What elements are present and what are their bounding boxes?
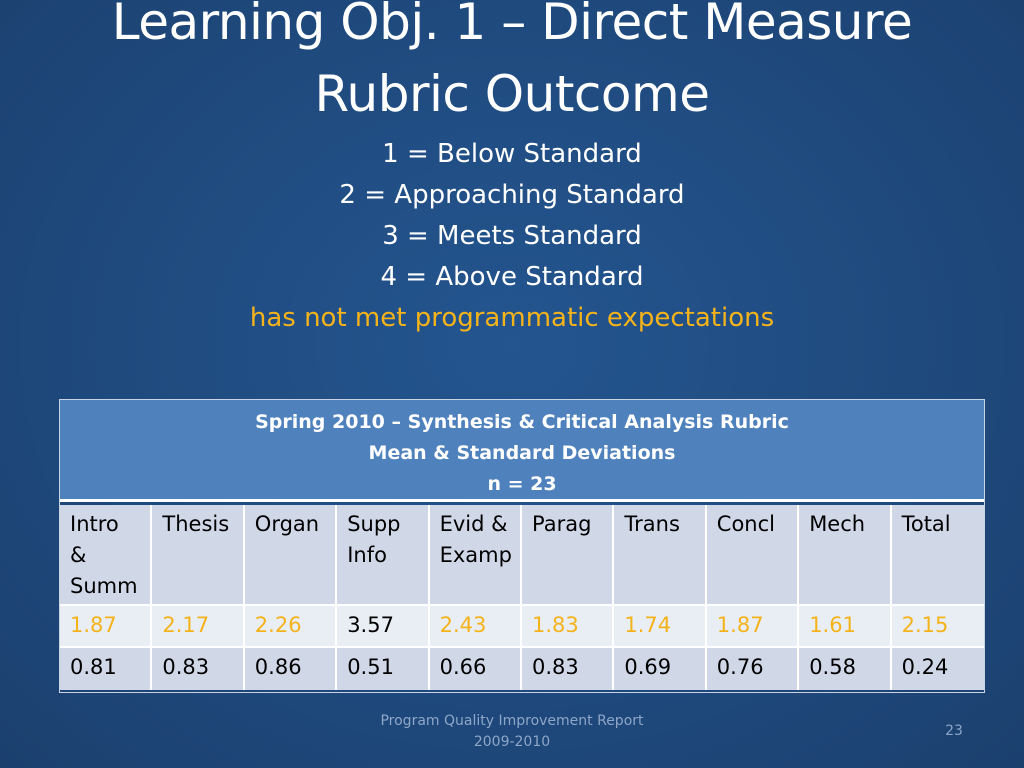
- mean-cell: 2.26: [244, 606, 338, 648]
- mean-cell: 2.17: [152, 606, 245, 648]
- scale-item: 4 = Above Standard: [380, 262, 644, 292]
- std-dev-cell: 0.83: [152, 648, 245, 690]
- footer-report-title: Program Quality Improvement Report 2009-…: [352, 711, 672, 753]
- mean-cell: 1.83: [522, 606, 615, 648]
- std-dev-cell: 0.51: [337, 648, 430, 690]
- expectation-note: has not met programmatic expectations: [249, 303, 775, 333]
- column-header: Parag: [522, 505, 615, 606]
- rubric-header-title: Spring 2010 – Synthesis & Critical Analy…: [255, 411, 789, 433]
- rubric-header-subtitle: Mean & Standard Deviations: [368, 442, 676, 464]
- column-header: Concl: [706, 505, 800, 606]
- scale-item: 2 = Approaching Standard: [339, 180, 685, 210]
- column-header: Trans: [614, 505, 707, 606]
- slide-title: Learning Obj. 1 – Direct Measure Rubric …: [0, 0, 1024, 130]
- scale-item: 3 = Meets Standard: [382, 221, 642, 251]
- rating-scale: 1 = Below Standard 2 = Approaching Stand…: [0, 134, 1024, 339]
- std-dev-cell: 0.76: [706, 648, 800, 690]
- column-header: Total: [891, 505, 984, 606]
- rubric-header-sample-size: n = 23: [487, 473, 557, 495]
- column-header: Evid & Examp: [429, 505, 522, 606]
- std-dev-cell: 0.24: [891, 648, 984, 690]
- column-header: Intro & Summ: [60, 505, 153, 606]
- column-header: Supp Info: [337, 505, 430, 606]
- std-dev-cell: 0.81: [60, 648, 153, 690]
- std-dev-cell: 0.66: [429, 648, 522, 690]
- column-header: Thesis: [152, 505, 245, 606]
- rubric-table: Spring 2010 – Synthesis & Critical Analy…: [59, 399, 985, 693]
- footer-report-line-2: 2009-2010: [473, 734, 551, 750]
- std-dev-cell: 0.83: [522, 648, 615, 690]
- rubric-grid: Intro & Summ Thesis Organ Supp Info Evid & E…: [60, 505, 984, 690]
- mean-cell: 1.87: [706, 606, 800, 648]
- mean-cell: 3.57: [337, 606, 430, 648]
- mean-cell: 1.87: [60, 606, 153, 648]
- std-dev-cell: 0.86: [244, 648, 338, 690]
- page-number: 23: [945, 723, 963, 739]
- slide-title-line-2: Rubric Outcome: [314, 65, 710, 123]
- mean-cell: 1.61: [799, 606, 892, 648]
- scale-item: 1 = Below Standard: [382, 139, 642, 169]
- slide-title-line-1: Learning Obj. 1 – Direct Measure: [111, 0, 913, 51]
- column-header: Mech: [799, 505, 892, 606]
- column-header: Organ: [244, 505, 338, 606]
- std-dev-cell: 0.58: [799, 648, 892, 690]
- rubric-table-header: Spring 2010 – Synthesis & Critical Analy…: [60, 400, 984, 502]
- mean-cell: 1.74: [614, 606, 707, 648]
- std-dev-cell: 0.69: [614, 648, 707, 690]
- mean-cell: 2.15: [891, 606, 984, 648]
- mean-cell: 2.43: [429, 606, 522, 648]
- footer-report-line-1: Program Quality Improvement Report: [380, 713, 644, 729]
